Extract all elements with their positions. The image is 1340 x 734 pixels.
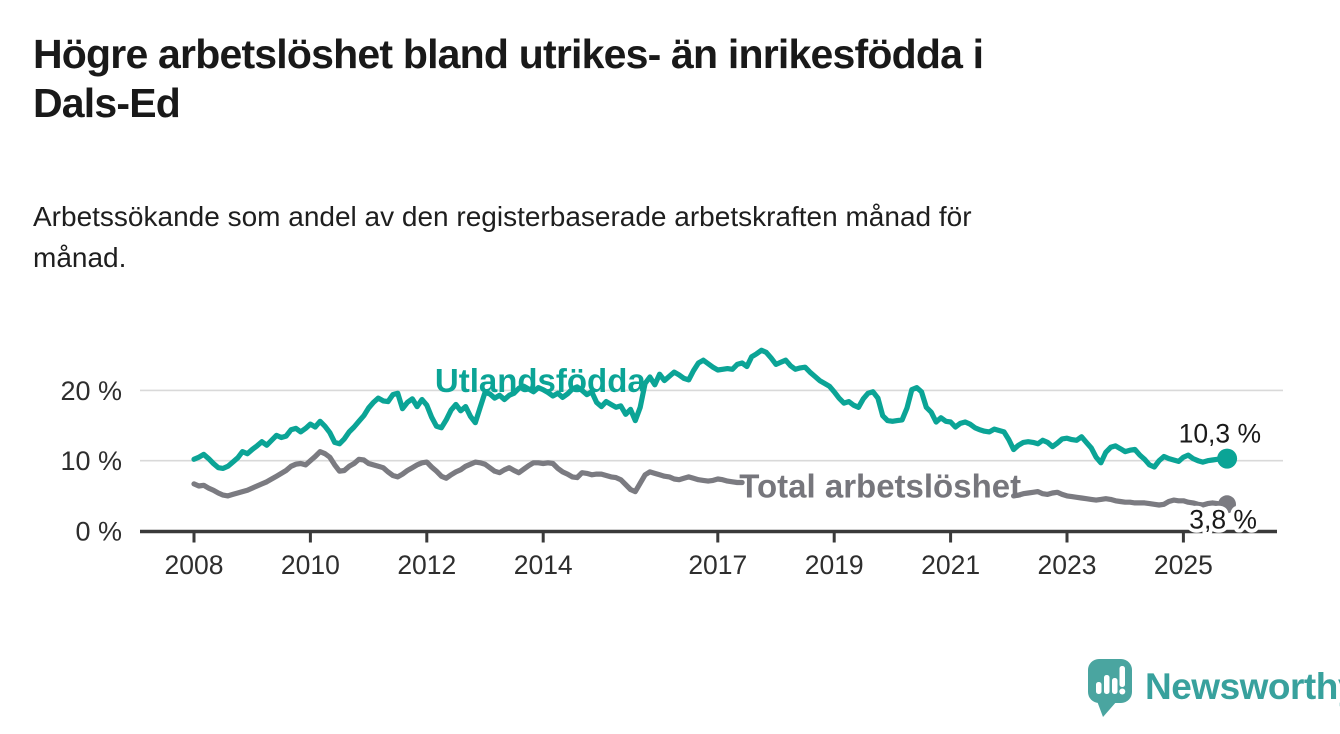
x-tick-label-2021: 2021	[921, 550, 980, 580]
x-tick-label-2019: 2019	[805, 550, 864, 580]
x-tick-label-2014: 2014	[514, 550, 573, 580]
x-tick-label-2017: 2017	[688, 550, 747, 580]
series-line-utlandsfodda	[191, 347, 1230, 471]
series-end-value-total: 3,8 %	[1189, 504, 1257, 534]
x-tick-label-2023: 2023	[1038, 550, 1097, 580]
chart-title: Högre arbetslöshet bland utrikes- än inr…	[33, 31, 984, 127]
series-line-total-seg2	[1010, 489, 1230, 508]
y-tick-label-10: 10 %	[60, 446, 122, 476]
bar-chart-icon	[1096, 666, 1126, 695]
x-tick-label-2008: 2008	[165, 550, 224, 580]
series-end-value-utlandsfodda: 10,3 %	[1179, 419, 1262, 449]
newsworthy-logo-icon	[1088, 659, 1132, 717]
series-label-utlandsfodda: Utlandsfödda	[435, 362, 646, 399]
x-tick-label-2025: 2025	[1154, 550, 1213, 580]
x-tick-label-2012: 2012	[397, 550, 456, 580]
series-end-dot-total	[1218, 495, 1236, 514]
series-end-dot-utlandsfodda	[1217, 448, 1238, 469]
speech-bubble-icon	[1088, 659, 1132, 717]
series-label-total: Total arbetslöshet	[739, 467, 1021, 504]
x-tick-label-2010: 2010	[281, 550, 340, 580]
newsworthy-brand-text: Newsworthy	[1145, 666, 1340, 707]
y-tick-label-20: 20 %	[60, 376, 122, 406]
y-tick-label-0: 0 %	[75, 517, 122, 547]
chart-subtitle: Arbetssökande som andel av den registerb…	[33, 201, 972, 273]
series-line-total-seg1	[191, 449, 745, 499]
newsworthy-logo: Newsworthy	[1086, 656, 1340, 718]
